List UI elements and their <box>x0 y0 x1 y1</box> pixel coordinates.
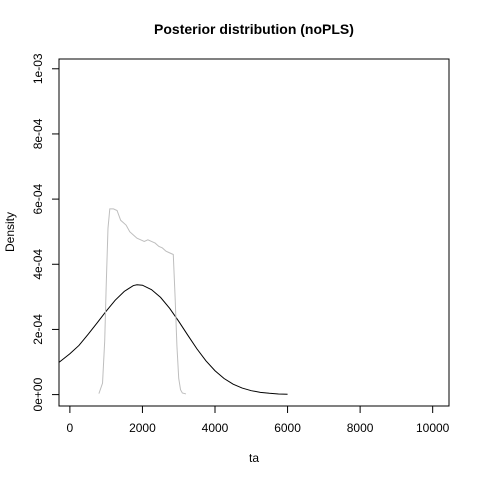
y-tick-label: 1e-03 <box>31 53 45 84</box>
y-tick-label: 8e-04 <box>31 118 45 149</box>
plot-frame <box>58 58 450 407</box>
x-tick-label: 8000 <box>347 421 374 435</box>
y-axis-label: Density <box>3 212 17 252</box>
x-tick-label: 10000 <box>416 421 450 435</box>
y-tick-label: 6e-04 <box>31 183 45 214</box>
x-axis-label: ta <box>249 451 259 465</box>
chart-title: Posterior distribution (noPLS) <box>154 21 354 37</box>
x-tick-label: 0 <box>67 421 74 435</box>
x-tick-label: 2000 <box>129 421 156 435</box>
x-tick-label: 6000 <box>274 421 301 435</box>
density-curves <box>58 208 288 395</box>
y-tick-label: 4e-04 <box>31 249 45 280</box>
density-curve-2 <box>98 208 187 395</box>
y-tick-label: 2e-04 <box>31 314 45 345</box>
density-curve-1 <box>58 284 288 395</box>
y-tick-label: 0e+00 <box>31 377 45 411</box>
x-tick-label: 4000 <box>202 421 229 435</box>
x-axis: 0 2000 4000 6000 8000 10000 <box>67 405 450 435</box>
y-axis: 0e+00 2e-04 4e-04 6e-04 8e-04 1e-03 <box>31 53 60 411</box>
